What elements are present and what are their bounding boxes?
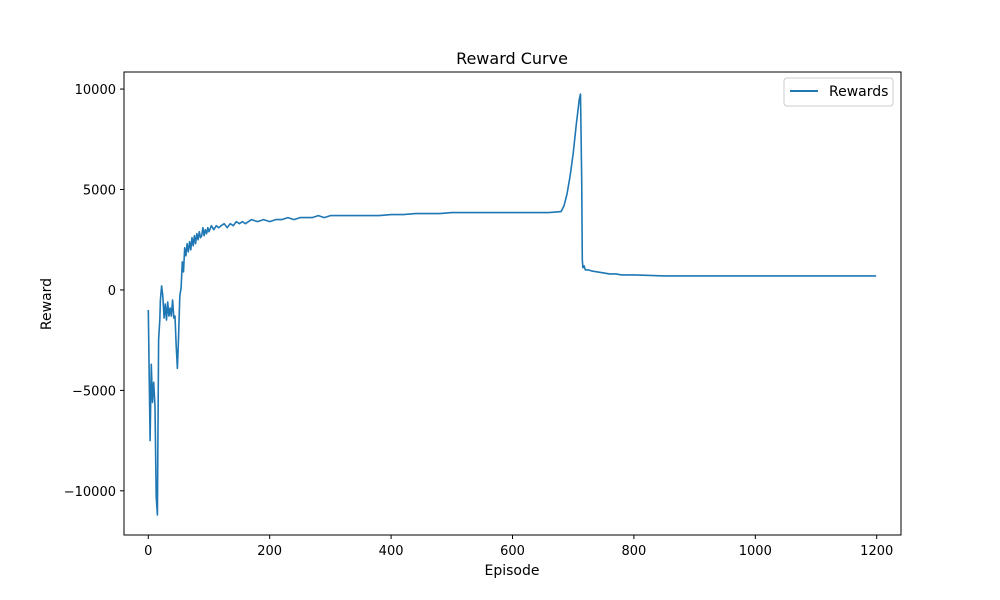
legend-box <box>783 77 894 107</box>
x-tick-label: 800 <box>621 544 646 559</box>
y-tick-label: 0 <box>108 284 116 299</box>
x-tick-label: 1200 <box>860 544 893 559</box>
x-tick-label: 1000 <box>739 544 772 559</box>
x-tick-label: 400 <box>379 544 404 559</box>
x-tick-label: 600 <box>500 544 525 559</box>
y-tick-label: 10000 <box>75 83 116 98</box>
x-tick-label: 200 <box>257 544 282 559</box>
y-axis-label: Reward <box>39 278 55 330</box>
series-line-0 <box>147 93 877 516</box>
plot-area: 0 200 400 600 800 1000 1200 −10000 −5000 0 5000 100… <box>64 71 902 559</box>
y-tick-label: −5000 <box>72 384 116 399</box>
legend-label: Rewards <box>829 84 888 100</box>
y-tick-label: −10000 <box>64 485 116 500</box>
legend: Rewards <box>783 77 894 107</box>
x-axis-label: Episode <box>485 563 540 579</box>
x-tick-label: 0 <box>144 544 152 559</box>
y-tick-label: 5000 <box>83 184 116 199</box>
chart-title: Reward Curve <box>456 49 568 68</box>
